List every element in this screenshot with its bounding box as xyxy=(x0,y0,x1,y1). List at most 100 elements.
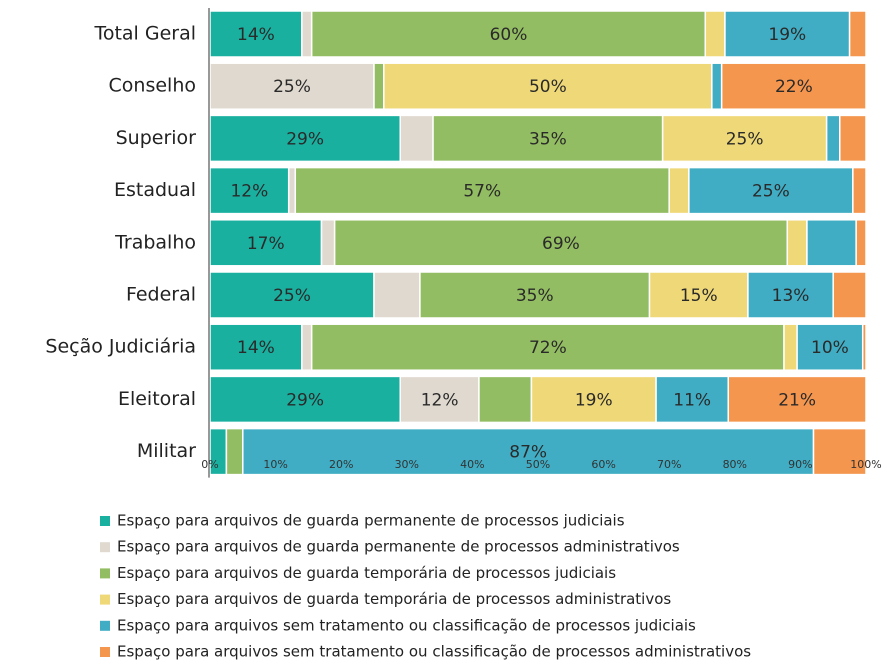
legend-label: Espaço para arquivos sem tratamento ou c… xyxy=(117,616,696,634)
x-tick-label: 20% xyxy=(329,458,353,471)
bar-segment xyxy=(839,114,867,163)
category-label: Conselho xyxy=(109,75,196,97)
x-tick-label: 10% xyxy=(263,458,287,471)
bar-segment xyxy=(209,375,401,424)
bar-segment xyxy=(301,323,313,371)
bar-segment xyxy=(861,323,867,371)
x-tick-label: 30% xyxy=(395,458,419,471)
value-label: 11% xyxy=(673,390,711,410)
bar-segment xyxy=(724,10,851,58)
x-tick-label: 90% xyxy=(788,458,812,471)
value-label: 72% xyxy=(529,338,567,358)
x-tick-label: 40% xyxy=(460,458,484,471)
category-label: Militar xyxy=(137,440,196,462)
bar-segment xyxy=(399,375,480,424)
value-label: 87% xyxy=(509,443,547,463)
bar-segment xyxy=(209,323,303,371)
legend-label: Espaço para arquivos de guarda temporári… xyxy=(117,590,671,608)
value-label: 12% xyxy=(421,390,459,410)
bar-segment xyxy=(688,166,854,215)
value-label: 15% xyxy=(680,286,718,306)
bar-segment xyxy=(711,62,723,110)
bar-segment xyxy=(419,271,651,319)
value-label: 12% xyxy=(230,182,268,202)
bar-segment xyxy=(806,219,857,267)
bar-segment xyxy=(655,375,729,424)
bar-segment xyxy=(727,375,867,424)
legend-swatch xyxy=(100,542,110,553)
bar-segment xyxy=(661,114,828,163)
bar-segment xyxy=(310,10,707,58)
x-tick-label: 80% xyxy=(723,458,747,471)
value-label: 35% xyxy=(529,129,567,149)
value-label: 10% xyxy=(811,338,849,358)
value-label: 25% xyxy=(752,182,790,202)
category-label: Federal xyxy=(126,284,196,306)
bar-segment xyxy=(783,323,798,371)
bar-segment xyxy=(812,427,867,476)
x-tick-label: 0% xyxy=(201,458,218,471)
bar-segment xyxy=(209,114,401,163)
bar-segment xyxy=(333,219,789,267)
bar-segment xyxy=(432,114,664,163)
x-tick-label: 50% xyxy=(526,458,550,471)
bar-segment xyxy=(373,62,385,110)
bar-segment xyxy=(832,271,867,319)
bar-segment xyxy=(855,219,867,267)
legend-label: Espaço para arquivos sem tratamento ou c… xyxy=(117,643,751,661)
bar-segment xyxy=(209,10,303,58)
bar-segment xyxy=(478,375,533,424)
value-label: 25% xyxy=(726,129,764,149)
value-label: 60% xyxy=(490,25,528,45)
value-label: 35% xyxy=(516,286,554,306)
bar-segment xyxy=(225,427,244,476)
bar-segment xyxy=(287,166,297,215)
bar-segment xyxy=(796,323,864,371)
x-tick-label: 100% xyxy=(850,458,881,471)
value-label: 57% xyxy=(463,182,501,202)
bar-segment xyxy=(852,166,867,215)
legend-swatch xyxy=(100,516,110,526)
value-label: 25% xyxy=(273,286,311,306)
value-label: 14% xyxy=(237,338,275,358)
value-label: 29% xyxy=(286,390,324,410)
legend-label: Espaço para arquivos de guarda permanent… xyxy=(117,538,680,556)
value-label: 50% xyxy=(529,77,567,97)
bar-segment xyxy=(209,166,290,215)
legend-label: Espaço para arquivos de guarda permanent… xyxy=(117,512,625,530)
bar-segment xyxy=(704,10,726,58)
value-label: 25% xyxy=(273,77,311,97)
category-label: Estadual xyxy=(114,179,196,201)
bar-segment xyxy=(825,114,841,163)
value-label: 22% xyxy=(775,77,813,97)
legend-swatch xyxy=(100,620,110,631)
x-tick-label: 60% xyxy=(591,458,615,471)
category-label: Trabalho xyxy=(114,231,196,253)
category-label: Superior xyxy=(116,127,197,149)
category-label: Total Geral xyxy=(93,23,196,45)
bar-segment xyxy=(668,166,690,215)
bar-segment xyxy=(648,271,749,319)
value-label: 29% xyxy=(286,129,324,149)
value-label: 14% xyxy=(237,25,275,45)
legend-swatch xyxy=(100,568,110,579)
value-label: 19% xyxy=(768,25,806,45)
value-label: 13% xyxy=(772,286,810,306)
bar-segment xyxy=(320,219,336,267)
bar-segment xyxy=(786,219,808,267)
legend-swatch xyxy=(100,647,110,657)
bar-segment xyxy=(848,10,867,58)
bar-segment xyxy=(383,62,713,110)
bar-segment xyxy=(373,271,421,319)
bar-segment xyxy=(720,62,867,110)
bar-segment xyxy=(209,219,323,267)
bar-segment xyxy=(301,10,313,58)
value-label: 17% xyxy=(247,234,285,254)
bar-segment xyxy=(747,271,834,319)
value-label: 19% xyxy=(575,390,613,410)
category-label: Eleitoral xyxy=(118,388,196,410)
legend-label: Espaço para arquivos de guarda temporári… xyxy=(117,564,616,582)
category-label: Seção Judiciária xyxy=(45,336,196,358)
x-tick-label: 70% xyxy=(657,458,681,471)
